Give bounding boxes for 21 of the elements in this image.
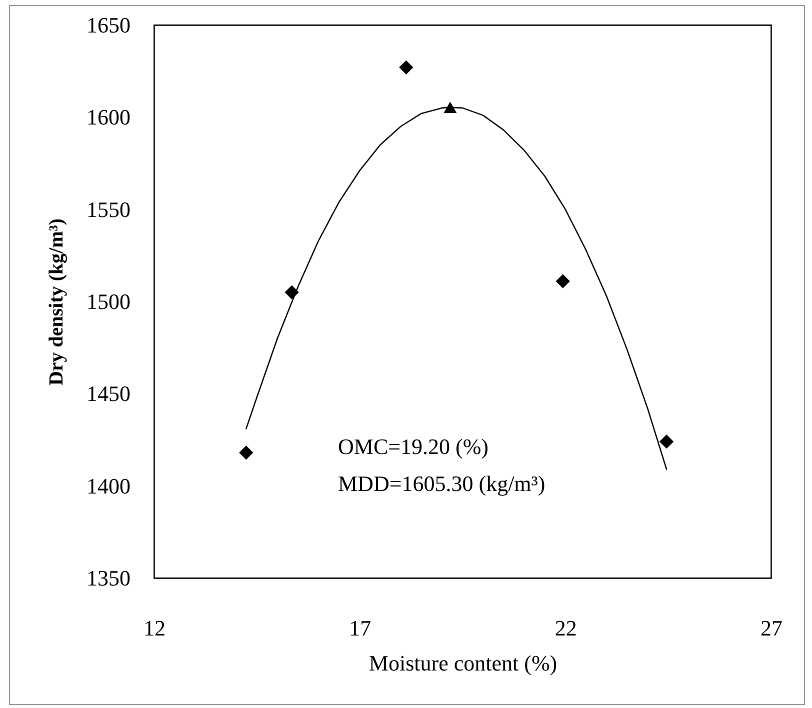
y-tick-label: 1400	[86, 473, 130, 498]
y-tick-label: 1500	[86, 289, 130, 314]
y-tick-label: 1550	[86, 196, 130, 222]
x-tick-label: 12	[144, 616, 166, 640]
y-tick-label: 1450	[86, 381, 130, 406]
point	[239, 446, 254, 460]
x-tick-label: 27	[760, 616, 782, 640]
point	[556, 274, 570, 288]
annotation: MDD=1605.30 (kg/m³)	[338, 471, 546, 496]
point	[659, 434, 674, 449]
x-axis-title: Moisture content (%)	[368, 650, 558, 676]
y-tick-label: 1350	[86, 566, 130, 590]
y-axis-title: Dry density (kg/m³)	[46, 218, 68, 386]
x-tick-label: 17	[349, 616, 372, 640]
point	[284, 285, 299, 300]
point	[444, 102, 457, 114]
y-tick-label: 1650	[86, 12, 130, 38]
annotation: OMC=19.20 (%)	[338, 434, 489, 459]
y-tick-label: 1600	[86, 104, 130, 130]
point	[399, 60, 414, 74]
x-tick-label: 22	[554, 616, 577, 640]
